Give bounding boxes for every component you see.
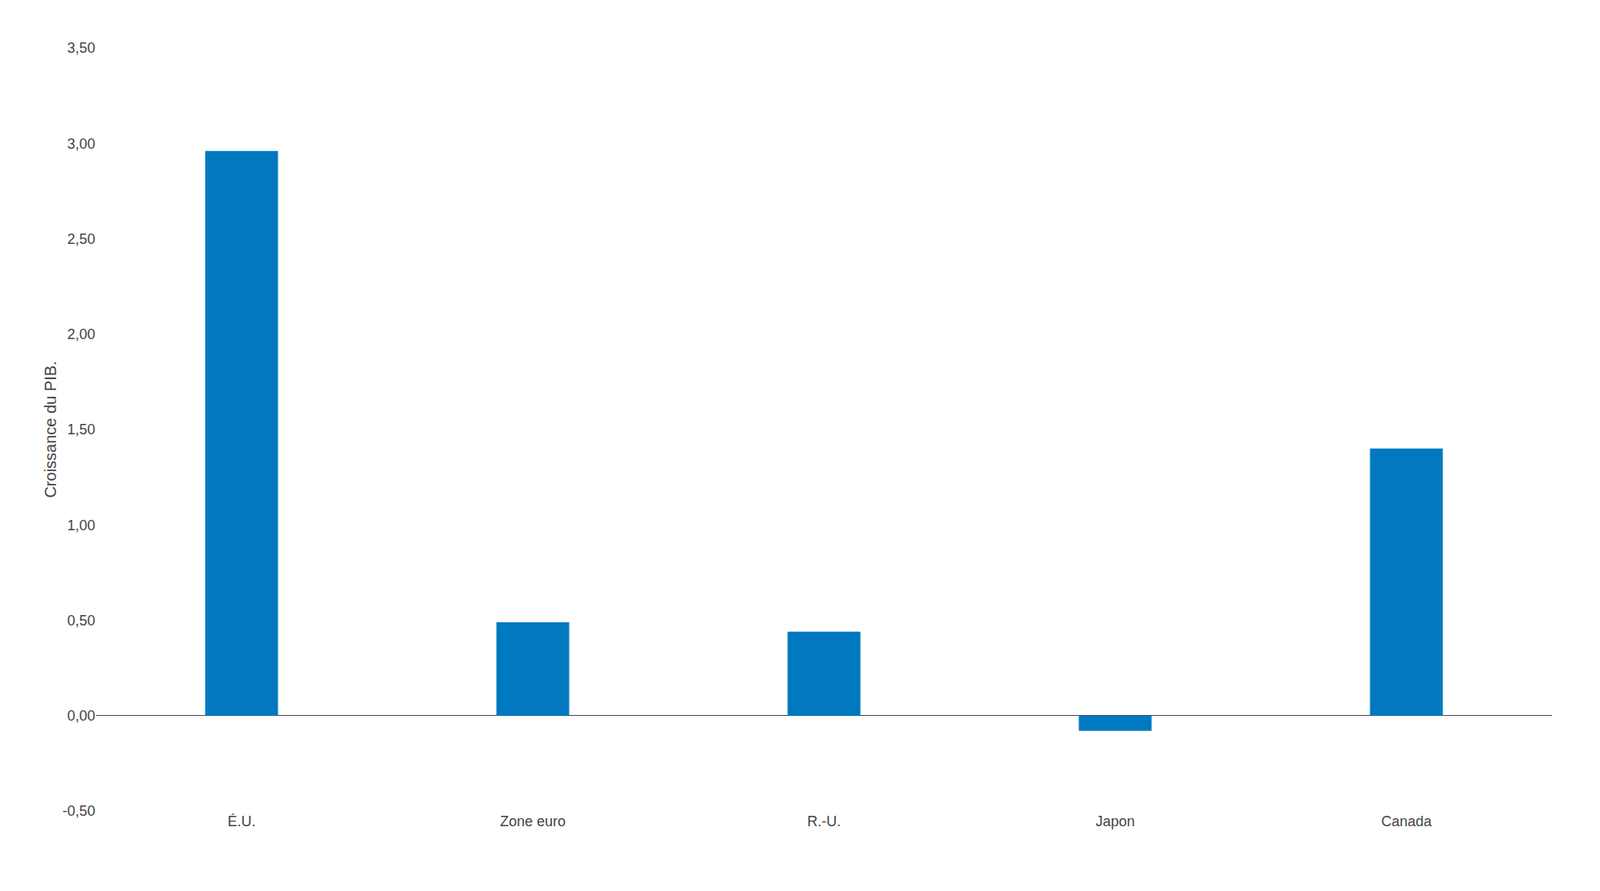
svg-text:Japon: Japon xyxy=(1095,813,1135,830)
svg-text:É.U.: É.U. xyxy=(227,813,256,830)
svg-text:0,00: 0,00 xyxy=(67,708,96,724)
svg-text:2,50: 2,50 xyxy=(67,231,96,248)
svg-text:2,00: 2,00 xyxy=(67,326,96,343)
svg-text:1,50: 1,50 xyxy=(67,421,96,438)
svg-text:R.-U.: R.-U. xyxy=(807,813,841,830)
svg-text:Canada: Canada xyxy=(1380,813,1432,830)
svg-text:Zone euro: Zone euro xyxy=(500,813,566,830)
svg-text:1,00: 1,00 xyxy=(67,517,96,534)
svg-text:3,00: 3,00 xyxy=(67,136,96,152)
svg-text:Croissance du PIB.: Croissance du PIB. xyxy=(41,360,60,498)
svg-text:0,50: 0,50 xyxy=(67,612,96,629)
svg-text:-0,50: -0,50 xyxy=(62,803,96,820)
svg-text:3,50: 3,50 xyxy=(67,40,96,56)
